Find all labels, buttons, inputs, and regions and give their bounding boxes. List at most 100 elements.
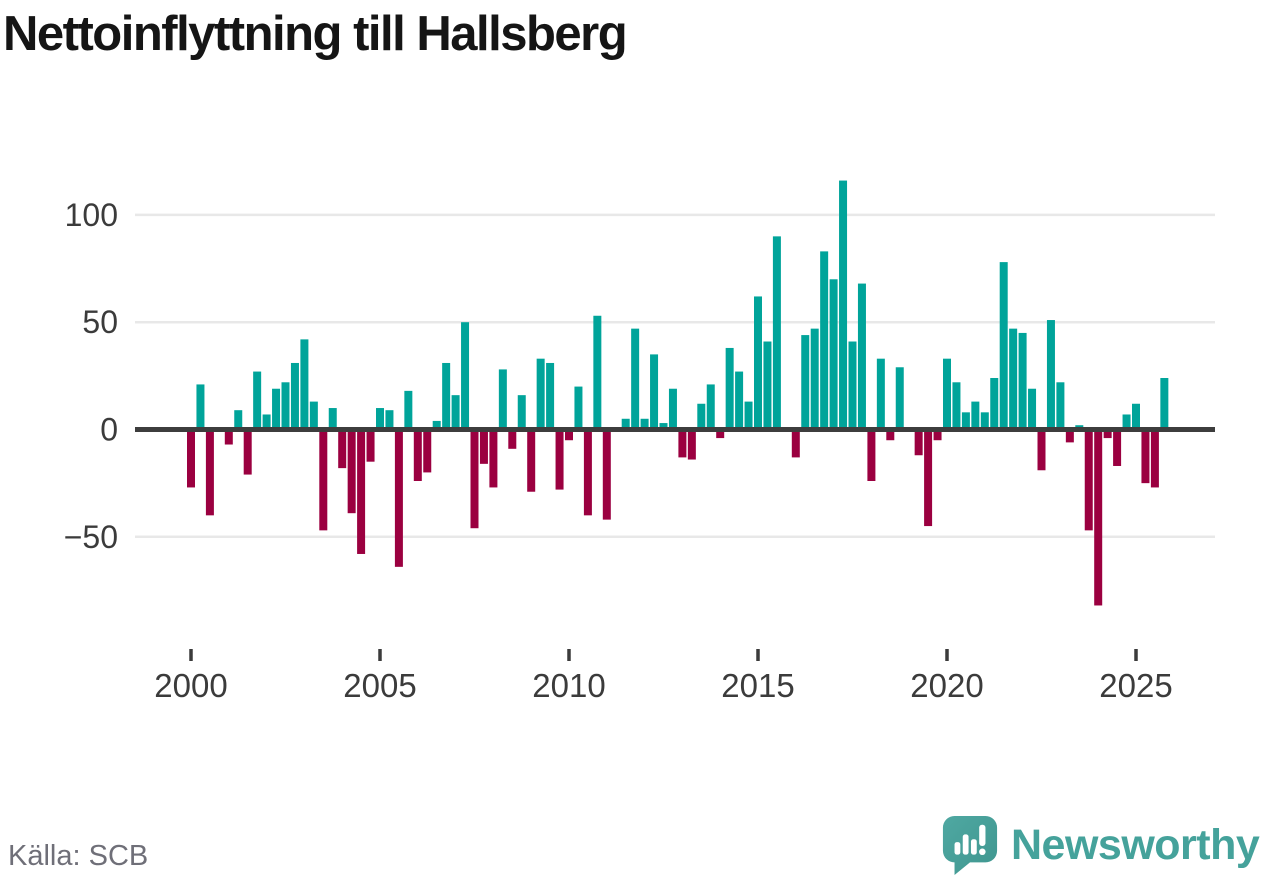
logo-exclamation-dot xyxy=(979,848,986,856)
bar-2020q1 xyxy=(943,358,951,430)
bar-2000q3 xyxy=(205,429,214,516)
newsworthy-logo-text: Newsworthy xyxy=(1011,820,1260,869)
bar-2004q4 xyxy=(366,429,375,462)
bar-2006q3 xyxy=(432,420,441,430)
x-axis-label-2005: 2005 xyxy=(343,667,416,704)
newsworthy-logo: Newsworthy xyxy=(941,814,1260,876)
x-axis-label-2010: 2010 xyxy=(532,667,605,704)
bar-2014q2 xyxy=(725,347,734,430)
bar-2012q4 xyxy=(668,388,677,430)
bar-2012q2 xyxy=(650,354,659,430)
bar-2015q1 xyxy=(754,296,762,430)
bar-2016q1 xyxy=(791,429,800,458)
bar-2002q3 xyxy=(281,382,290,430)
bar-2018q4 xyxy=(895,367,904,430)
bar-2016q4 xyxy=(820,251,829,430)
bar-2024q4 xyxy=(1122,414,1131,430)
bar-2014q3 xyxy=(735,371,744,430)
bar-2003q1 xyxy=(300,339,309,430)
bar-2013q4 xyxy=(706,384,715,430)
bar-2003q4 xyxy=(328,408,337,430)
bar-2006q1 xyxy=(413,429,422,481)
bar-2016q2 xyxy=(801,335,810,430)
bar-2002q2 xyxy=(272,388,281,430)
bar-2003q3 xyxy=(319,429,328,531)
bar-2017q3 xyxy=(848,341,857,430)
bar-2015q2 xyxy=(763,341,772,430)
bar-2019q4 xyxy=(933,429,942,441)
bar-2009q2 xyxy=(536,358,545,430)
bar-2020q4 xyxy=(971,401,980,430)
chart-title: Nettoinflyttning till Hallsberg xyxy=(3,7,628,61)
bar-2011q3 xyxy=(621,418,630,430)
y-axis-label-0: 0 xyxy=(100,412,118,448)
bar-2013q1 xyxy=(678,429,687,458)
y-axis-label-50: 50 xyxy=(82,304,118,340)
x-axis-label-2000: 2000 xyxy=(154,667,227,704)
speech-bubble-shape xyxy=(942,816,998,875)
bar-2019q3 xyxy=(924,429,933,527)
bar-2020q2 xyxy=(952,382,961,430)
bar-2022q3 xyxy=(1037,429,1046,471)
bar-2012q1 xyxy=(640,418,649,430)
bar-2005q3 xyxy=(394,429,403,567)
bar-2024q2 xyxy=(1103,429,1112,439)
bar-2008q3 xyxy=(508,429,517,449)
bar-2011q4 xyxy=(631,328,640,430)
bar-2014q1 xyxy=(716,429,725,439)
bar-2009q3 xyxy=(546,362,555,430)
bar-2010q1 xyxy=(565,429,573,441)
bar-2021q4 xyxy=(1009,328,1018,430)
bar-2020q3 xyxy=(961,412,970,430)
bar-2000q2 xyxy=(196,384,205,430)
bar-chart: 100 50 0 −50 2000 2005 2010 2015 2020 2025 xyxy=(64,180,1215,704)
bar-2019q2 xyxy=(914,429,923,456)
bar-2022q4 xyxy=(1046,320,1055,430)
bar-2009q4 xyxy=(555,429,564,490)
x-axis-label-2025: 2025 xyxy=(1099,667,1172,704)
bar-2001q1 xyxy=(224,429,233,445)
source-label: Källa: SCB xyxy=(8,840,149,872)
bar-2025q2 xyxy=(1141,429,1150,484)
bar-2017q2 xyxy=(839,180,848,430)
bar-2008q4 xyxy=(517,395,526,430)
bar-2021q1 xyxy=(980,412,989,430)
y-axis-label--50: −50 xyxy=(64,519,118,555)
bar-2007q4 xyxy=(479,429,488,464)
bar-2004q3 xyxy=(357,429,366,554)
bar-2018q3 xyxy=(886,429,895,441)
bar-2006q4 xyxy=(442,362,451,430)
bar-2004q2 xyxy=(347,429,356,514)
bar-2010q3 xyxy=(583,429,592,516)
bar-2017q4 xyxy=(857,283,866,430)
newsworthy-logo-icon xyxy=(942,816,998,875)
bar-2002q4 xyxy=(290,362,299,430)
bar-2013q3 xyxy=(697,403,706,430)
bar-2021q3 xyxy=(999,262,1008,430)
bar-2005q1 xyxy=(376,408,384,430)
logo-bar-3 xyxy=(970,839,977,855)
bar-2007q3 xyxy=(470,429,479,529)
bar-2022q2 xyxy=(1028,388,1037,430)
bar-2021q2 xyxy=(990,378,999,430)
bar-2008q2 xyxy=(498,369,507,430)
bar-2000q1 xyxy=(187,429,195,488)
bar-2010q2 xyxy=(574,386,583,430)
bar-2025q4 xyxy=(1160,378,1169,430)
bar-2012q3 xyxy=(659,423,668,430)
bar-2001q3 xyxy=(243,429,252,475)
bar-2017q1 xyxy=(829,279,838,430)
bar-2022q1 xyxy=(1018,332,1027,430)
bar-2001q2 xyxy=(234,410,243,430)
logo-exclamation-bar xyxy=(979,824,986,846)
bar-2014q4 xyxy=(744,401,753,430)
bar-2009q1 xyxy=(527,429,536,492)
bar-2007q2 xyxy=(461,322,470,430)
bar-2003q2 xyxy=(309,401,318,430)
bar-2011q1 xyxy=(602,429,611,520)
logo-bar-1 xyxy=(954,842,961,855)
bar-2025q1 xyxy=(1132,403,1140,430)
bar-2010q4 xyxy=(593,315,602,430)
bar-2006q2 xyxy=(423,429,432,473)
